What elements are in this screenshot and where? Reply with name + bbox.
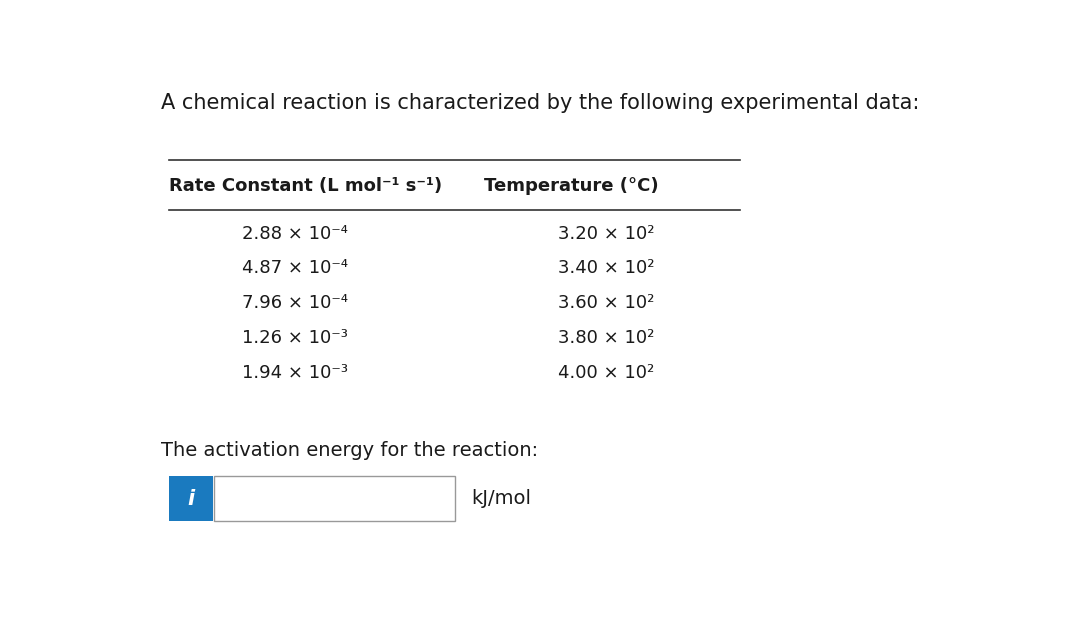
Text: 3.40 × 10²: 3.40 × 10²	[557, 260, 655, 277]
Text: The activation energy for the reaction:: The activation energy for the reaction:	[160, 441, 538, 460]
Text: Rate Constant (L mol⁻¹ s⁻¹): Rate Constant (L mol⁻¹ s⁻¹)	[169, 177, 442, 195]
Text: 4.87 × 10⁻⁴: 4.87 × 10⁻⁴	[242, 260, 348, 277]
Text: i: i	[188, 489, 194, 509]
FancyBboxPatch shape	[169, 476, 212, 522]
Text: Temperature (°C): Temperature (°C)	[485, 177, 659, 195]
Text: 3.80 × 10²: 3.80 × 10²	[558, 329, 654, 347]
Text: 7.96 × 10⁻⁴: 7.96 × 10⁻⁴	[242, 294, 348, 312]
Text: 4.00 × 10²: 4.00 × 10²	[558, 363, 654, 381]
Text: 1.26 × 10⁻³: 1.26 × 10⁻³	[242, 329, 348, 347]
Text: A chemical reaction is characterized by the following experimental data:: A chemical reaction is characterized by …	[160, 93, 919, 113]
Text: 2.88 × 10⁻⁴: 2.88 × 10⁻⁴	[242, 224, 348, 243]
Text: 1.94 × 10⁻³: 1.94 × 10⁻³	[242, 363, 348, 381]
Text: kJ/mol: kJ/mol	[472, 489, 531, 509]
Text: 3.20 × 10²: 3.20 × 10²	[557, 224, 655, 243]
Text: 3.60 × 10²: 3.60 × 10²	[558, 294, 654, 312]
FancyBboxPatch shape	[215, 476, 455, 522]
